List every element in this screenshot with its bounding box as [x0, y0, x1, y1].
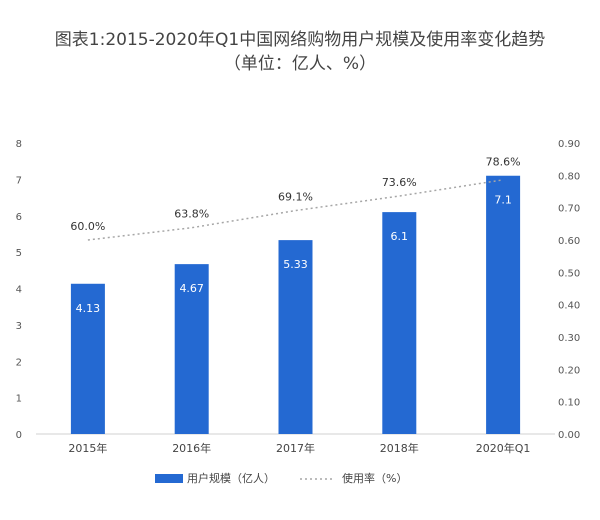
right-axis-tick-label: 0.90: [558, 139, 580, 150]
right-axis-tick-label: 0.40: [558, 301, 580, 312]
bar: [278, 240, 313, 434]
bar-value-label: 5.33: [283, 258, 308, 271]
left-axis-tick-label: 8: [16, 139, 22, 150]
usage-rate-label: 63.8%: [174, 208, 209, 221]
bar: [70, 283, 105, 434]
right-axis-tick-label: 0.50: [558, 268, 580, 279]
left-axis-tick-label: 7: [16, 175, 22, 186]
bar-value-label: 7.1: [494, 194, 512, 207]
x-axis-tick-label: 2017年: [276, 441, 315, 455]
usage-rate-line: [87, 179, 504, 241]
x-axis-tick-label: 2020年Q1: [476, 441, 531, 455]
right-axis: 0.00 0.10 0.20 0.30 0.40 0.50 0.60 0.70 0.80 0.90: [558, 139, 580, 441]
chart-title: 图表1:2015-2020年Q1中国网络购物用户规模及使用率变化趋势（单位：亿人…: [54, 30, 546, 74]
usage-rate-label: 60.0%: [70, 220, 105, 233]
left-axis: 0 1 2 3 4 5 6 7 8: [16, 139, 22, 441]
usage-rate-label: 73.6%: [382, 176, 417, 189]
legend-label-line: 使用率（%）: [342, 471, 407, 485]
line-series: 60.0% 63.8% 69.1% 73.6% 78.6%: [70, 156, 521, 241]
right-axis-tick-label: 0.20: [558, 365, 580, 376]
left-axis-tick-label: 6: [16, 212, 22, 223]
x-axis-tick-label: 2016年: [172, 441, 211, 455]
left-axis-tick-label: 1: [16, 394, 22, 405]
right-axis-tick-label: 0.80: [558, 171, 580, 182]
left-axis-tick-label: 4: [16, 285, 22, 296]
legend: 用户规模（亿人） 使用率（%）: [155, 471, 407, 485]
usage-rate-label: 69.1%: [278, 191, 313, 204]
legend-swatch-bar: [155, 474, 183, 483]
bar-value-label: 4.67: [179, 282, 204, 295]
bar-value-label: 4.13: [76, 302, 101, 315]
bar: [486, 175, 521, 435]
left-axis-tick-label: 2: [16, 357, 22, 368]
right-axis-tick-label: 0.60: [558, 236, 580, 247]
left-axis-tick-label: 3: [16, 321, 22, 332]
right-axis-tick-label: 0.10: [558, 398, 580, 409]
x-axis-tick-label: 2018年: [380, 441, 419, 455]
left-axis-tick-label: 5: [16, 248, 22, 259]
legend-label-bar: 用户规模（亿人）: [187, 471, 275, 485]
left-axis-tick-label: 0: [16, 430, 22, 441]
right-axis-tick-label: 0.30: [558, 333, 580, 344]
right-axis-tick-label: 0.00: [558, 430, 580, 441]
x-axis-tick-label: 2015年: [68, 441, 107, 455]
bar: [382, 212, 417, 434]
usage-rate-label: 78.6%: [486, 156, 521, 169]
bar-series: 4.13 4.67 5.33 6.1 7.1: [70, 175, 521, 435]
bar-value-label: 6.1: [391, 230, 409, 243]
right-axis-tick-label: 0.70: [558, 204, 580, 215]
x-axis: 2015年 2016年 2017年 2018年 2020年Q1: [68, 441, 530, 455]
bar: [174, 264, 209, 434]
